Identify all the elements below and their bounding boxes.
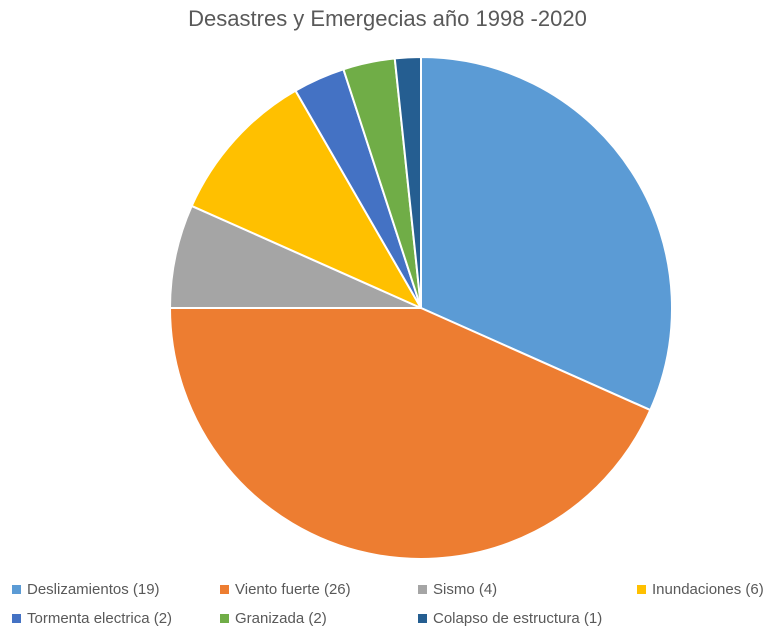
legend-swatch: [637, 584, 646, 594]
chart-title: Desastres y Emergecias año 1998 -2020: [188, 6, 587, 31]
legend-item: Tormenta electrica (2): [12, 607, 172, 629]
chart-legend: Deslizamientos (19) Viento fuerte (26) Sis…: [12, 578, 772, 632]
legend-swatch: [418, 613, 427, 623]
legend-swatch: [220, 584, 229, 594]
legend-label: Deslizamientos (19): [27, 580, 160, 598]
legend-swatch: [12, 584, 21, 594]
legend-item: Colapso de estructura (1): [418, 607, 602, 629]
legend-item: Granizada (2): [220, 607, 327, 629]
legend-item: Inundaciones (6): [637, 578, 764, 600]
legend-swatch: [418, 584, 427, 594]
pie-slice-2: [169, 307, 652, 560]
legend-item: Sismo (4): [418, 578, 497, 600]
legend-label: Inundaciones (6): [652, 580, 764, 598]
legend-item: Deslizamientos (19): [12, 578, 160, 600]
legend-label: Viento fuerte (26): [235, 580, 351, 598]
legend-label: Tormenta electrica (2): [27, 609, 173, 627]
pie-slice-4: [190, 89, 422, 309]
pie-slice-1: [420, 56, 673, 412]
legend-label: Granizada (2): [235, 609, 327, 627]
pie-slice-7: [393, 56, 422, 309]
pie-plot-area: [169, 56, 673, 560]
legend-swatch: [220, 613, 229, 623]
legend-label: Sismo (4): [433, 580, 498, 598]
legend-item: Viento fuerte (26): [220, 578, 351, 600]
legend-swatch: [12, 613, 21, 623]
legend-label: Colapso de estructura (1): [433, 609, 603, 627]
